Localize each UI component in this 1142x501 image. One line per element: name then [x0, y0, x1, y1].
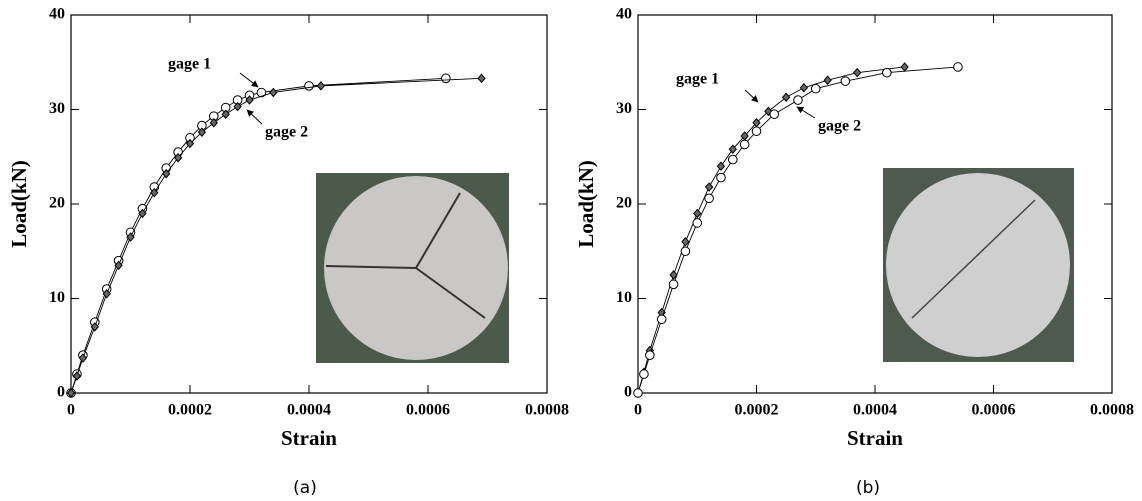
- annotation: gage 1: [168, 56, 211, 73]
- annotation-arrow: [796, 106, 816, 119]
- diamond-marker: [269, 87, 278, 98]
- diamond-marker: [693, 208, 702, 219]
- circle-marker: [716, 172, 726, 183]
- diamond-marker: [72, 371, 82, 381]
- diamond-marker: [102, 289, 111, 299]
- circle-marker: [840, 76, 851, 86]
- diamond-marker: [78, 353, 88, 363]
- x-tick-label: 0.0006: [972, 402, 1016, 419]
- y-tick-label: 20: [616, 195, 632, 212]
- chart: 0 0.0002 0.0004 0.0006 0.0008 0 10 20 30 40 Strain…: [7, 6, 569, 498]
- diamond-marker: [209, 117, 218, 128]
- circle-marker: [793, 95, 803, 105]
- x-tick-label: 0.0004: [853, 402, 897, 419]
- y-tick-label: 10: [49, 289, 65, 306]
- x-axis-label: Strain: [281, 426, 337, 450]
- circle-marker: [441, 73, 451, 84]
- circle-marker: [656, 314, 667, 325]
- x-tick-label: 0.0006: [406, 402, 450, 419]
- diamond-marker: [900, 62, 909, 72]
- diamond-marker: [233, 101, 242, 112]
- annotation: gage 2: [818, 118, 861, 135]
- diamond-marker: [221, 109, 230, 119]
- circle-marker: [668, 279, 679, 290]
- circle-marker: [739, 139, 750, 150]
- circle-marker: [692, 218, 703, 228]
- circle-marker: [751, 126, 762, 137]
- chart: 0 0.0002 0.0004 0.0006 0.0008 0 10 20 30 40 Strain…: [574, 6, 1134, 498]
- photo-inset: [883, 168, 1074, 362]
- diamond-marker: [150, 187, 159, 198]
- photo-inset: [316, 173, 509, 363]
- diamond-marker: [138, 208, 147, 219]
- diamond-marker: [781, 92, 791, 102]
- caption: (b): [856, 478, 880, 498]
- diamond-marker: [197, 127, 207, 137]
- y-axis-label: Load(kN): [7, 160, 31, 248]
- diamond-marker: [245, 95, 254, 105]
- y-tick-label: 10: [616, 289, 632, 306]
- circle-marker: [728, 154, 738, 165]
- series-line: [637, 66, 958, 394]
- x-tick-label: 0: [634, 402, 642, 419]
- circle-marker: [953, 62, 963, 72]
- circle-marker: [810, 83, 821, 94]
- circle-marker: [704, 193, 714, 204]
- annotation: gage 1: [676, 71, 719, 88]
- diamond-marker: [799, 83, 809, 93]
- annotation-arrow: [246, 109, 263, 125]
- diamond-marker: [681, 237, 690, 247]
- diamond-marker: [126, 232, 135, 242]
- x-tick-label: 0.0008: [1090, 402, 1134, 419]
- y-tick-label: 0: [57, 384, 65, 401]
- x-tick-label: 0.0002: [168, 402, 212, 419]
- annotation: gage 2: [265, 124, 308, 141]
- diamond-marker: [716, 161, 726, 171]
- circle-marker: [633, 388, 643, 398]
- diamond-marker: [185, 138, 195, 149]
- diamond-marker: [173, 152, 183, 163]
- caption: (a): [293, 478, 317, 498]
- x-tick-label: 0.0008: [525, 402, 569, 419]
- circle-marker: [645, 350, 655, 361]
- circle-marker: [304, 81, 314, 91]
- annotation-arrow: [744, 89, 759, 103]
- diamond-marker: [728, 144, 737, 154]
- circle-marker: [882, 67, 892, 78]
- y-tick-label: 40: [616, 6, 632, 23]
- diamond-marker: [704, 182, 714, 192]
- diamond-marker: [853, 67, 862, 78]
- diamond-marker: [823, 75, 832, 85]
- x-tick-label: 0.0004: [287, 402, 331, 419]
- x-axis-label: Strain: [847, 426, 903, 450]
- x-tick-label: 0.0002: [735, 402, 779, 419]
- y-tick-label: 40: [49, 6, 65, 23]
- y-tick-label: 20: [49, 195, 65, 212]
- circle-marker: [769, 109, 780, 120]
- x-tick-label: 0: [67, 402, 75, 419]
- diamond-marker: [669, 270, 678, 280]
- diamond-marker: [90, 322, 99, 332]
- y-tick-label: 30: [616, 100, 632, 117]
- y-axis-label: Load(kN): [574, 160, 598, 248]
- y-tick-label: 30: [49, 100, 65, 117]
- circle-marker: [680, 246, 691, 257]
- y-tick-label: 0: [624, 384, 632, 401]
- diamond-marker: [162, 169, 171, 179]
- diamond-marker: [477, 73, 486, 84]
- circle-marker: [639, 369, 649, 379]
- diamond-marker: [316, 81, 326, 91]
- annotation-arrow: [239, 72, 259, 88]
- diamond-marker: [114, 260, 123, 271]
- circle-marker: [256, 87, 267, 98]
- diamond-marker: [66, 388, 76, 398]
